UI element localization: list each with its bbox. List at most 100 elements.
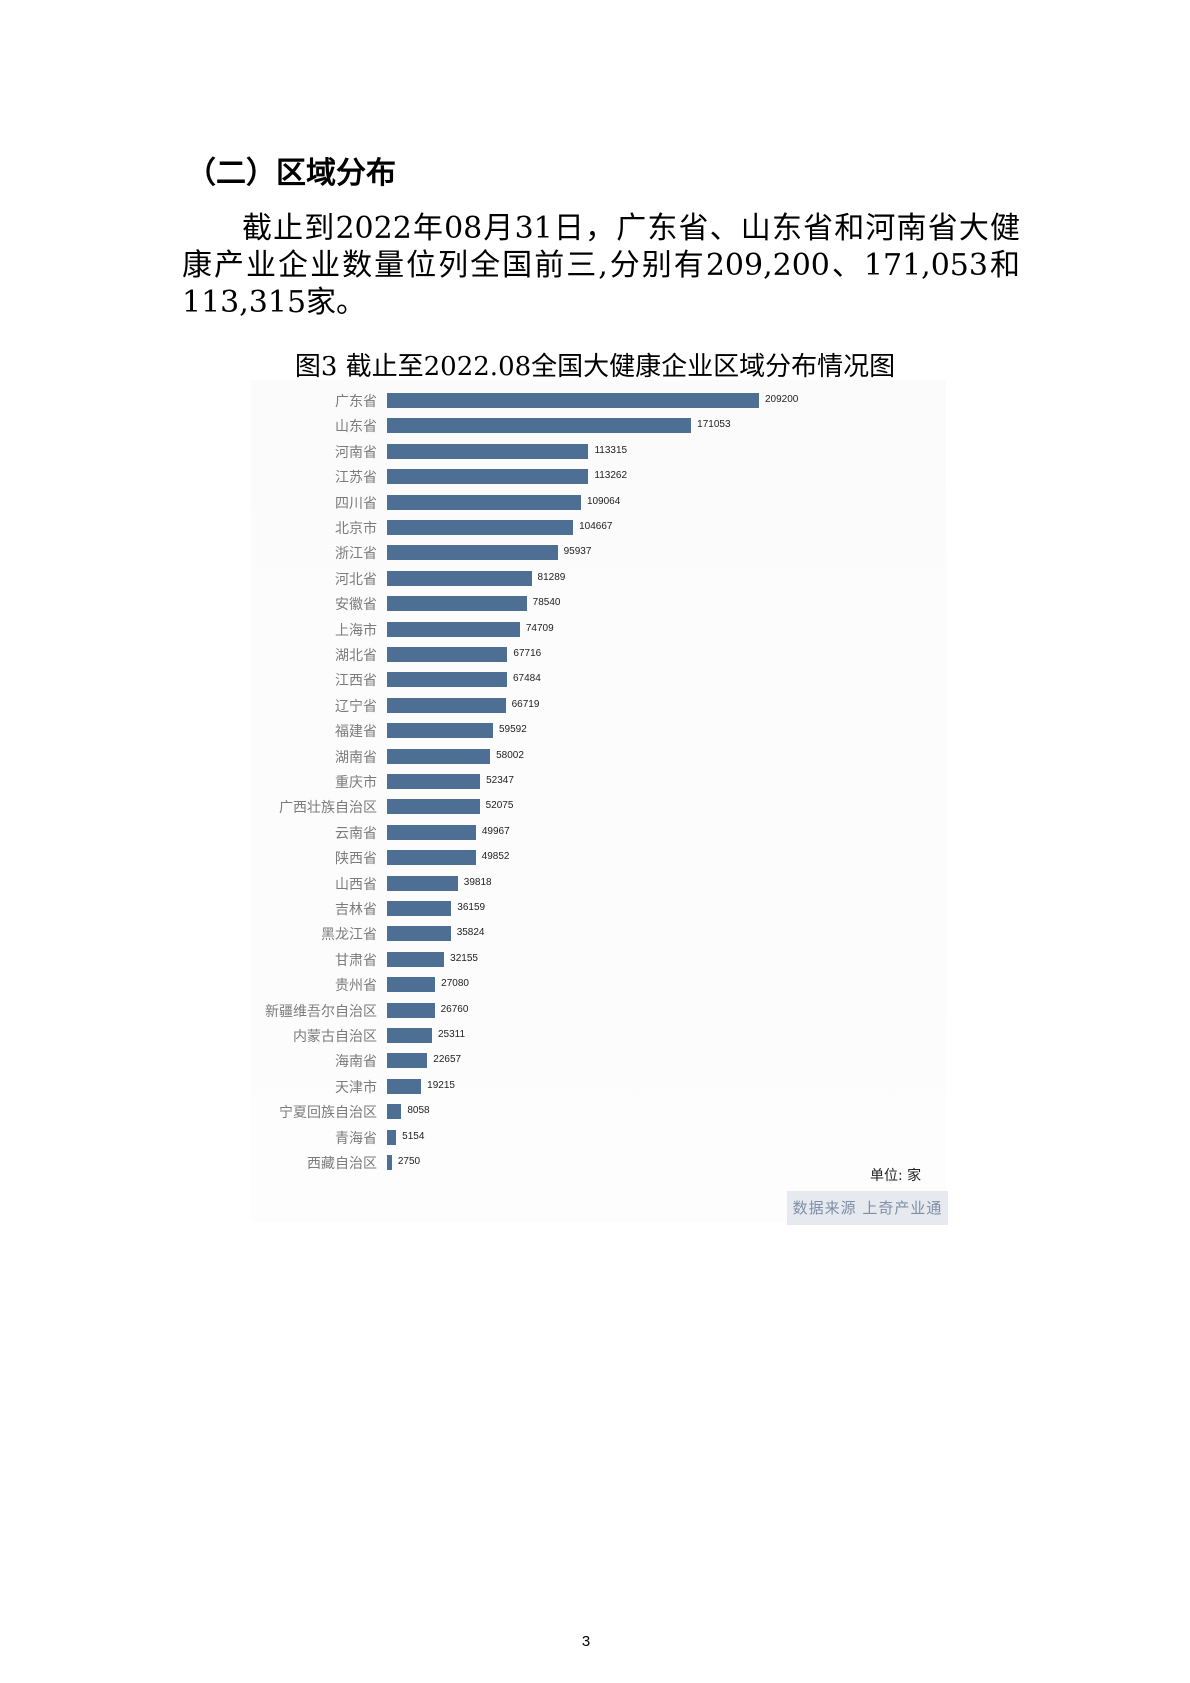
- category-label: 上海市: [335, 622, 377, 639]
- category-label: 新疆维吾尔自治区: [265, 1003, 377, 1020]
- category-label: 四川省: [335, 495, 377, 512]
- body-paragraph: 截止到2022年08月31日，广东省、山东省和河南省大健康产业企业数量位列全国前…: [182, 211, 1020, 320]
- value-label: 109064: [586, 495, 621, 507]
- bar: [387, 418, 692, 434]
- bar: [387, 1129, 397, 1145]
- value-label: 35824: [456, 927, 485, 939]
- value-label: 209200: [765, 394, 799, 405]
- category-label: 陕西省: [335, 851, 377, 868]
- category-label: 黑龙江省: [321, 927, 377, 944]
- category-label: 山西省: [335, 876, 377, 893]
- category-label: 安徽省: [335, 597, 377, 614]
- value-label: 49967: [481, 825, 510, 837]
- page-number: 3: [581, 1633, 591, 1650]
- category-label: 广东省: [335, 394, 377, 410]
- category-label: 河北省: [335, 571, 377, 588]
- value-label: 113315: [594, 444, 628, 456]
- bar: [387, 723, 493, 739]
- value-label: 8058: [407, 1105, 430, 1117]
- value-label: 104667: [579, 521, 613, 532]
- bar: [387, 520, 574, 535]
- bar: [387, 393, 759, 408]
- value-label: 26760: [440, 1003, 469, 1015]
- bar: [387, 1053, 428, 1069]
- category-label: 天津市: [335, 1079, 377, 1096]
- category-label: 江西省: [335, 673, 377, 690]
- bar: [387, 1155, 392, 1170]
- category-label: 云南省: [335, 825, 377, 842]
- section-heading: （二）区域分布: [186, 156, 396, 191]
- bar: [387, 1028, 432, 1043]
- category-label: 贵州省: [335, 978, 377, 995]
- value-label: 5154: [402, 1130, 425, 1142]
- bar: [387, 647, 508, 662]
- category-label: 吉林省: [335, 902, 377, 918]
- value-label: 52347: [486, 775, 514, 786]
- bar: [387, 545, 558, 561]
- category-label: 湖南省: [335, 749, 377, 766]
- figure-caption: 图3 截止至2022.08全国大健康企业区域分布情况图: [294, 352, 896, 382]
- bar: [387, 926, 451, 942]
- category-label: 海南省: [335, 1054, 377, 1071]
- bar: [387, 799, 480, 815]
- category-label: 辽宁省: [335, 698, 377, 715]
- category-label: 内蒙古自治区: [293, 1029, 377, 1045]
- value-label: 32155: [450, 952, 478, 964]
- bar: [387, 824, 476, 840]
- value-label: 67484: [513, 673, 541, 685]
- value-label: 81289: [537, 571, 566, 583]
- category-label: 浙江省: [335, 546, 377, 563]
- bar: [387, 469, 589, 485]
- bar: [387, 901, 452, 916]
- value-label: 25311: [438, 1029, 466, 1040]
- value-label: 74709: [525, 622, 554, 634]
- value-label: 78540: [532, 597, 561, 609]
- value-label: 36159: [457, 902, 486, 913]
- bar: [387, 977, 436, 993]
- category-label: 广西壮族自治区: [279, 800, 377, 817]
- source-label: 数据来源 上奇产业通: [787, 1191, 948, 1225]
- value-label: 59592: [498, 724, 527, 736]
- category-label: 宁夏回族自治区: [279, 1105, 377, 1122]
- bar: [387, 850, 476, 866]
- bar: [387, 875, 458, 891]
- value-label: 113262: [594, 470, 628, 482]
- bar: [387, 494, 581, 510]
- chart-background: [251, 380, 946, 1222]
- value-label: 27080: [441, 978, 469, 990]
- category-label: 湖北省: [335, 648, 377, 664]
- bar: [387, 774, 481, 789]
- bar: [387, 1078, 422, 1094]
- category-label: 北京市: [335, 521, 377, 537]
- bar: [387, 443, 589, 459]
- value-label: 66719: [511, 698, 540, 710]
- category-label: 重庆市: [335, 775, 377, 791]
- bar: [387, 596, 527, 612]
- category-label: 青海省: [335, 1130, 377, 1147]
- value-label: 171053: [697, 419, 731, 431]
- value-label: 49852: [481, 851, 510, 863]
- bar: [387, 621, 520, 637]
- value-label: 2750: [397, 1156, 421, 1167]
- unit-label: 单位: 家: [870, 1168, 922, 1184]
- category-label: 山东省: [335, 419, 377, 436]
- bar: [387, 748, 491, 764]
- bar: [387, 697, 506, 713]
- category-label: 西藏自治区: [307, 1156, 377, 1172]
- bar: [387, 672, 507, 688]
- bar: [387, 1104, 402, 1120]
- category-label: 甘肃省: [335, 952, 377, 969]
- value-label: 95937: [563, 546, 592, 558]
- category-label: 江苏省: [335, 470, 377, 487]
- value-label: 67716: [513, 648, 542, 659]
- value-label: 52075: [485, 800, 514, 812]
- category-label: 河南省: [335, 444, 377, 461]
- value-label: 58002: [496, 749, 524, 761]
- bar: [387, 570, 532, 586]
- bar: [387, 951, 445, 967]
- bar: [387, 1002, 435, 1018]
- category-label: 福建省: [335, 724, 377, 741]
- value-label: 19215: [427, 1079, 455, 1091]
- value-label: 39818: [463, 876, 492, 888]
- value-label: 22657: [433, 1054, 462, 1066]
